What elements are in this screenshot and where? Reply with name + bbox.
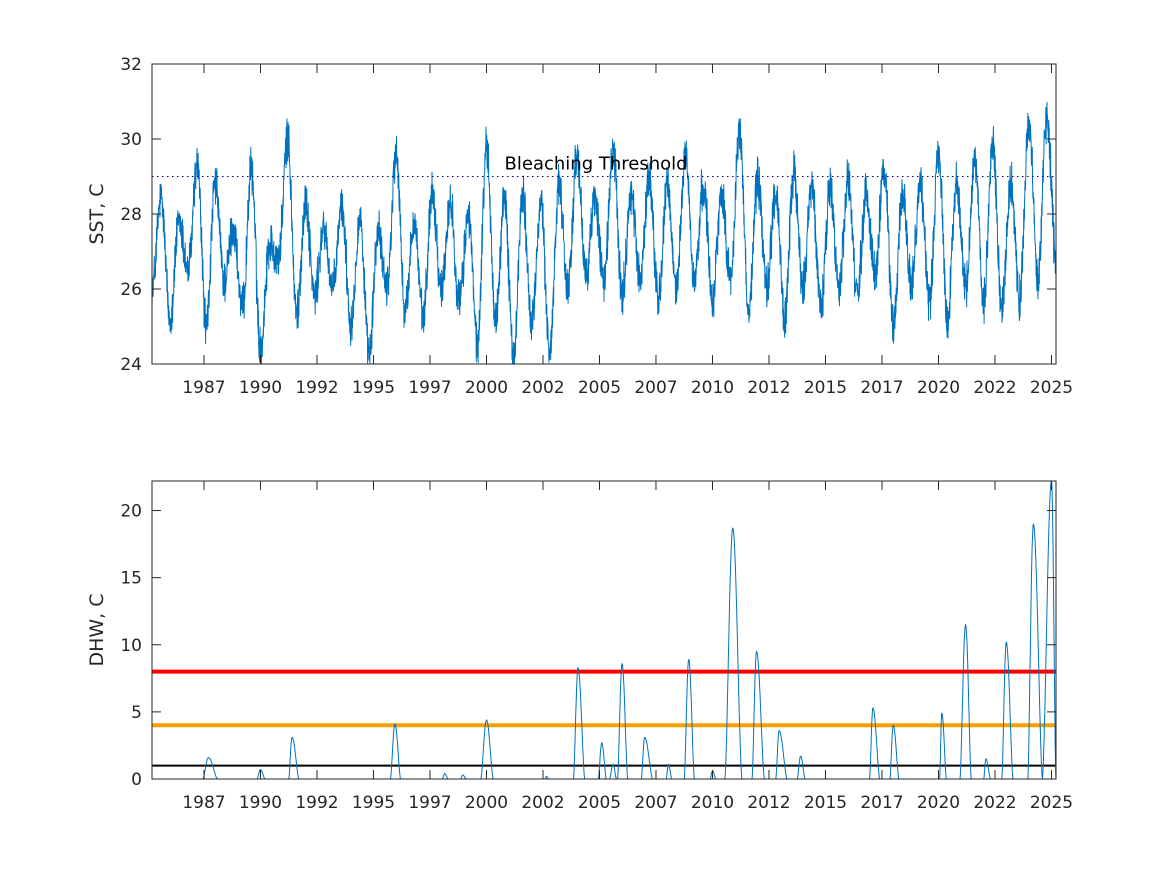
sst-x-tick-label: 1987	[182, 378, 225, 398]
dhw-x-tick-label: 2007	[634, 793, 677, 813]
dhw-x-tick-label: 2012	[747, 793, 790, 813]
dhw-x-tick-label: 1987	[182, 793, 225, 813]
dhw-y-tick-label: 15	[120, 569, 142, 589]
dhw-x-tick-label: 2020	[917, 793, 960, 813]
sst-y-axis-label: SST, C	[86, 183, 108, 244]
sst-x-tick-label: 2017	[860, 378, 903, 398]
dhw-y-tick-label: 20	[120, 502, 142, 522]
dhw-x-tick-label: 1997	[408, 793, 451, 813]
sst-x-tick-label: 2020	[917, 378, 960, 398]
dhw-x-tick-label: 2017	[860, 793, 903, 813]
sst-x-tick-label: 1995	[352, 378, 395, 398]
dhw-x-tick-label: 2000	[465, 793, 508, 813]
dhw-x-tick-label: 2022	[973, 793, 1016, 813]
sst-x-tick-label: 2000	[465, 378, 508, 398]
sst-x-tick-label: 2005	[578, 378, 621, 398]
dhw-y-tick-label: 0	[131, 770, 142, 790]
dhw-ticks: 1987 1990 1992 1995 1997 2000 2002 2005 2007 2010…	[120, 481, 1073, 813]
dhw-x-tick-label: 2002	[521, 793, 564, 813]
dhw-x-tick-label: 2025	[1030, 793, 1073, 813]
sst-x-tick-label: 1992	[295, 378, 338, 398]
sst-x-tick-label: 2015	[804, 378, 847, 398]
sst-y-tick-label: 26	[120, 280, 142, 300]
sst-y-tick-label: 28	[120, 205, 142, 225]
sst-x-tick-label: 1997	[408, 378, 451, 398]
sst-x-tick-label: 2002	[521, 378, 564, 398]
dhw-x-tick-label: 2015	[804, 793, 847, 813]
sst-panel: 1987 1990 1992 1995 1997 2000 2002 2005 2007 2010…	[86, 55, 1073, 398]
sst-x-tick-label: 2012	[747, 378, 790, 398]
dhw-axes-box	[151, 480, 1057, 780]
bleaching-threshold-label: Bleaching Threshold	[505, 154, 688, 175]
sst-plot-content	[151, 101, 1057, 365]
sst-series-line	[151, 101, 1057, 365]
sst-y-tick-label: 32	[120, 55, 142, 75]
dhw-y-tick-label: 5	[131, 703, 142, 723]
dhw-x-tick-label: 1990	[239, 793, 282, 813]
dhw-x-tick-label: 1995	[352, 793, 395, 813]
dhw-y-tick-label: 10	[120, 636, 142, 656]
sst-x-tick-label: 2022	[973, 378, 1016, 398]
dhw-y-axis-label: DHW, C	[86, 593, 108, 666]
sst-ticks: 1987 1990 1992 1995 1997 2000 2002 2005 2007 2010…	[120, 55, 1073, 398]
sst-y-tick-label: 30	[120, 130, 142, 150]
sst-x-tick-label: 1990	[239, 378, 282, 398]
dhw-x-tick-label: 1992	[295, 793, 338, 813]
dhw-x-tick-label: 2005	[578, 793, 621, 813]
sst-x-tick-label: 2007	[634, 378, 677, 398]
dhw-x-tick-label: 2010	[691, 793, 734, 813]
sst-x-tick-label: 2025	[1030, 378, 1073, 398]
dhw-panel: 1987 1990 1992 1995 1997 2000 2002 2005 2007 2010…	[86, 480, 1073, 813]
sst-x-tick-label: 2010	[691, 378, 734, 398]
sst-y-tick-label: 24	[120, 355, 142, 375]
